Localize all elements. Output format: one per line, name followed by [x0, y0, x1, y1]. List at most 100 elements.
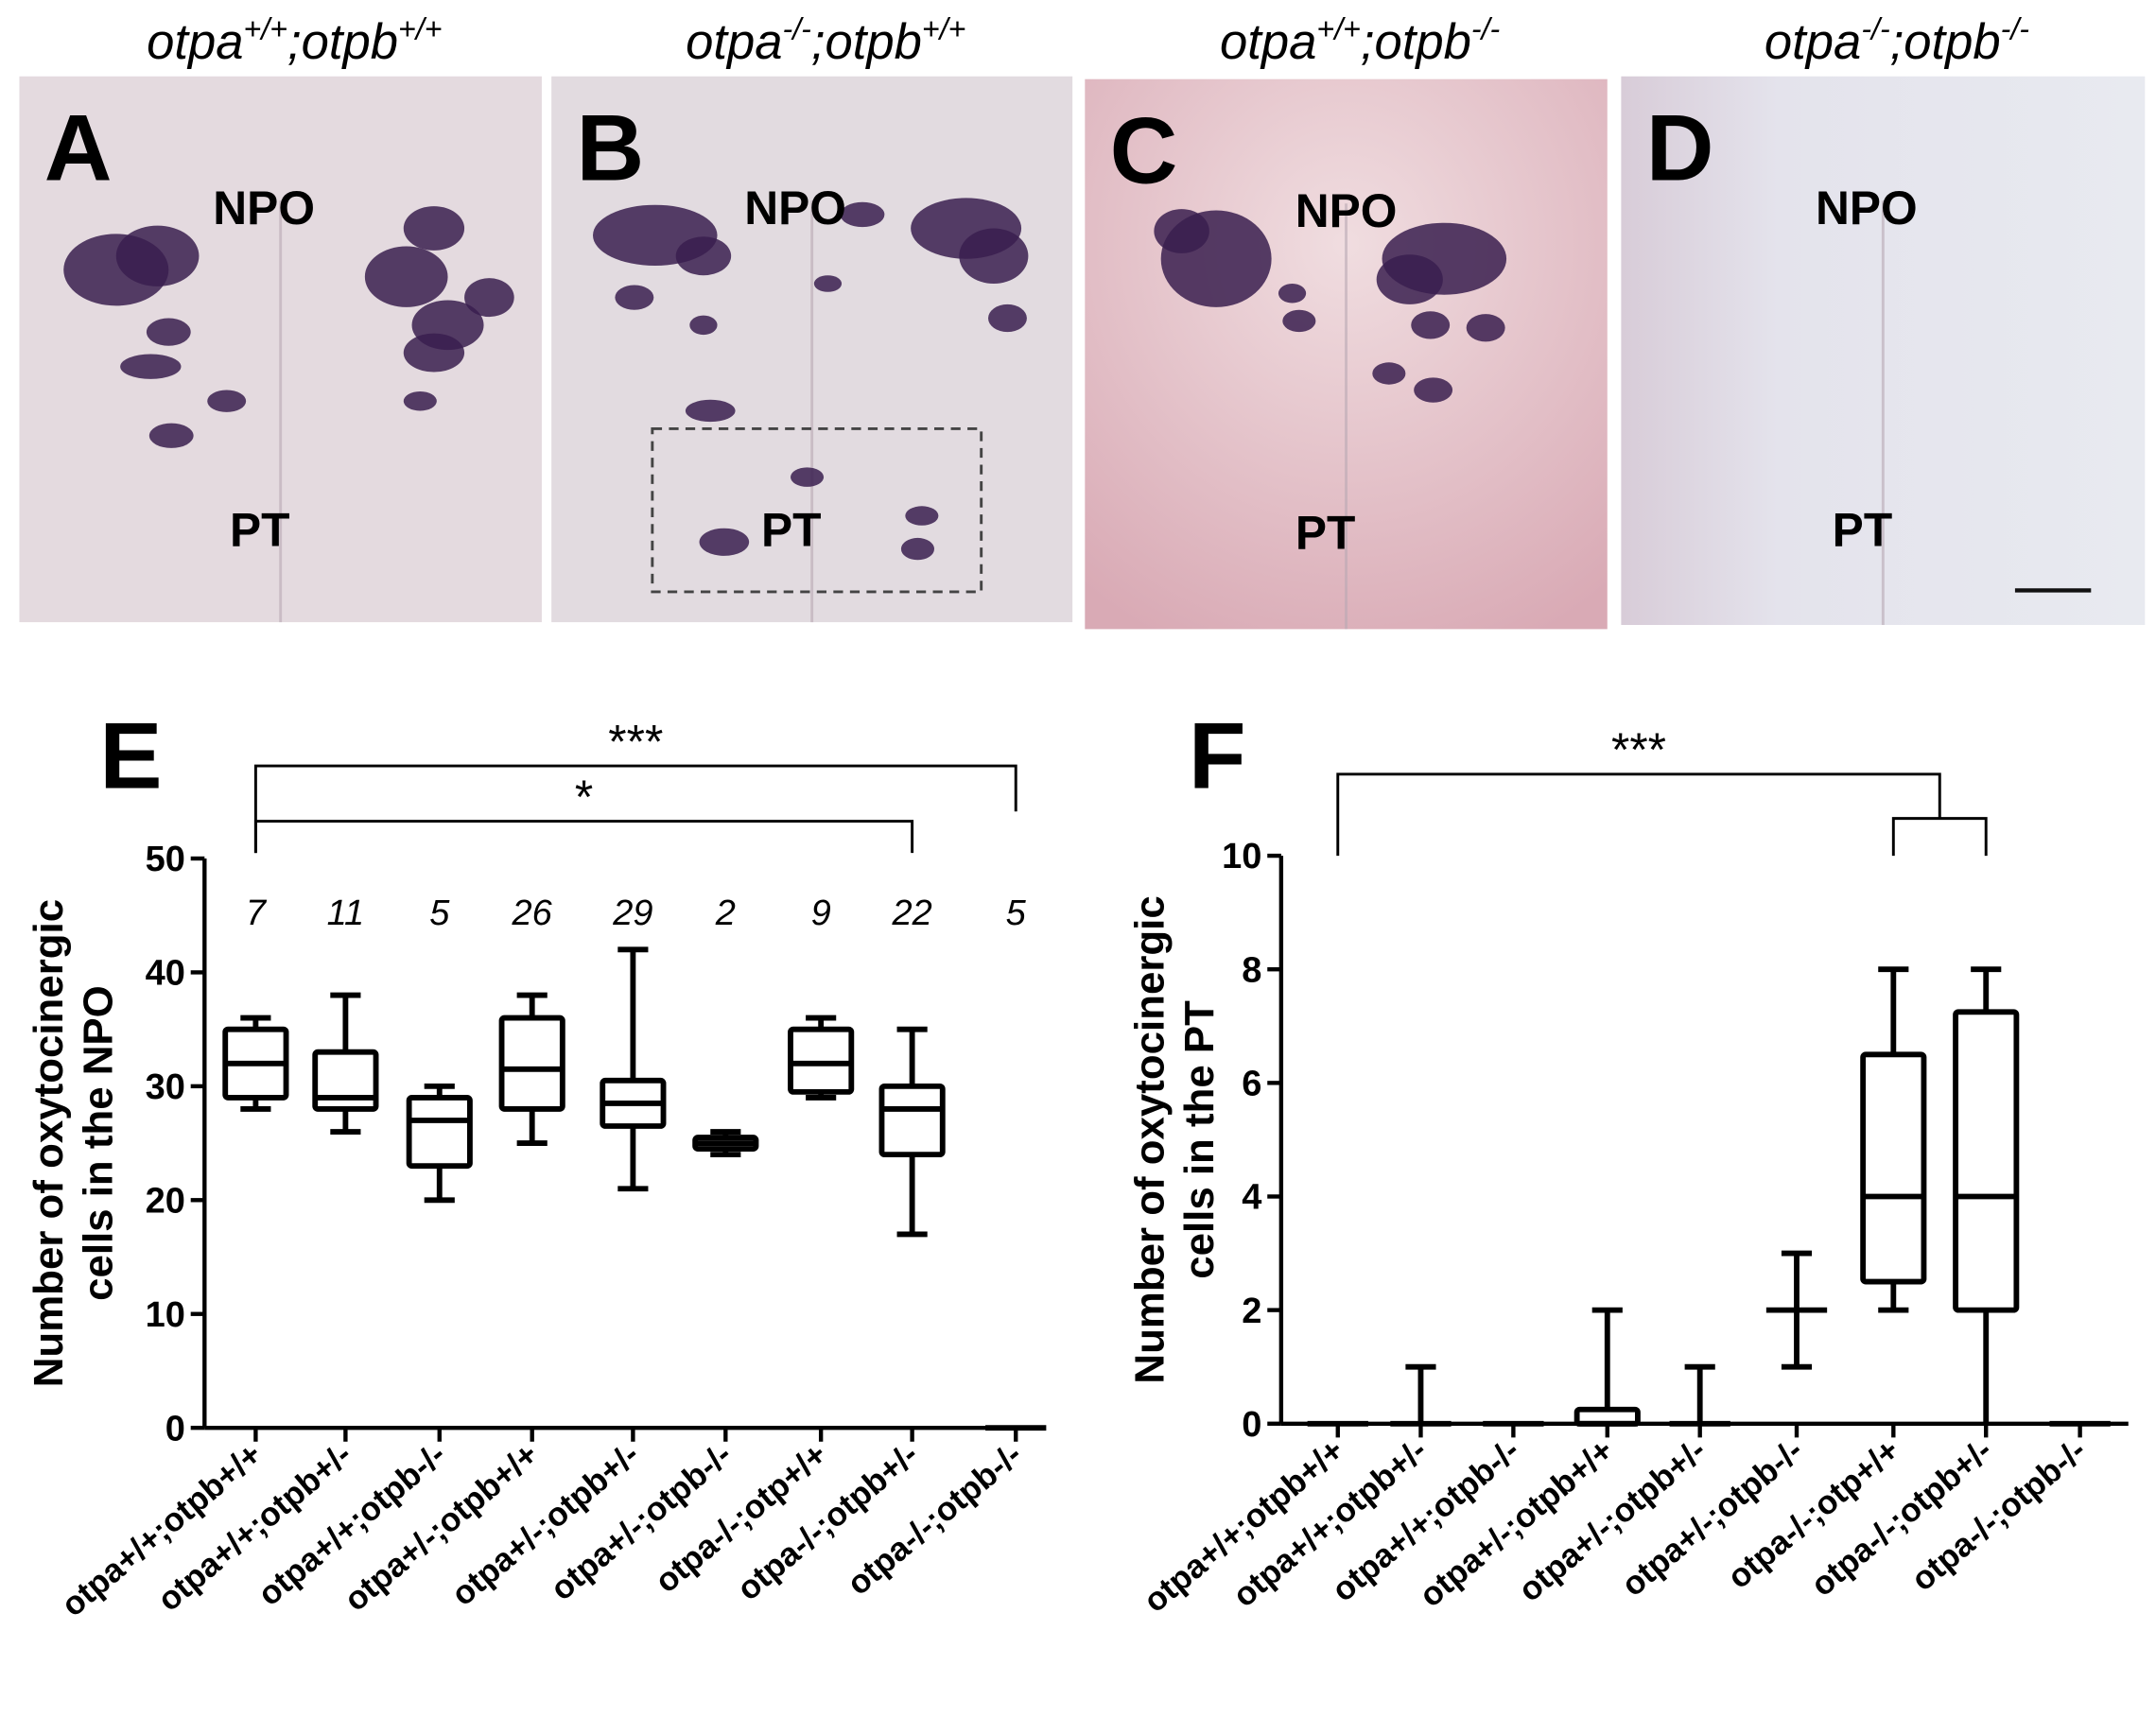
box-8 — [878, 1026, 946, 1238]
sub-bracket — [1891, 817, 1988, 857]
stained-cell — [959, 228, 1029, 284]
panel-letter: B — [576, 95, 644, 200]
stained-cell — [115, 225, 200, 286]
title-superscript: -/- — [1471, 11, 1500, 45]
genotype-title: otpa-/-;otpb+/+ — [686, 11, 965, 69]
box-6 — [1765, 1250, 1828, 1370]
pt-label: PT — [1833, 504, 1893, 557]
iqr-box — [498, 1015, 565, 1112]
box-7 — [1860, 966, 1927, 1313]
stained-cell — [988, 304, 1027, 333]
y-axis-label: Number of oxytocinergic cells in the PT — [1127, 895, 1224, 1383]
box-2 — [1390, 1363, 1452, 1427]
iqr-box — [1953, 1009, 2020, 1313]
stained-cell — [689, 315, 718, 336]
y-tick-label: 40 — [146, 954, 185, 994]
stained-cell — [1414, 377, 1453, 403]
y-label-line2: cells in the NPO — [75, 985, 121, 1301]
title-text: otpa — [1765, 14, 1861, 70]
stained-cell — [813, 275, 843, 292]
stained-cell — [615, 285, 654, 310]
significance-stars: * — [575, 771, 593, 824]
y-tick-label: 4 — [1242, 1178, 1261, 1218]
pt-label: PT — [761, 504, 822, 557]
title-superscript: -/- — [2001, 11, 2029, 45]
stained-cell — [905, 506, 939, 526]
npo-label: NPO — [1816, 182, 1918, 234]
title-text: ;otpb — [287, 14, 398, 70]
stained-cell — [146, 318, 191, 346]
iqr-box — [406, 1094, 473, 1170]
box-6 — [692, 1129, 759, 1158]
stained-cell — [207, 390, 247, 412]
panel-letter: D — [1646, 95, 1714, 200]
y-axis-label: Number of oxytocinergic cells in the NPO — [26, 899, 122, 1387]
title-superscript: +/+ — [922, 11, 965, 45]
npo-label: NPO — [1295, 184, 1398, 237]
significance-stars: *** — [1611, 723, 1666, 776]
significance-bracket — [253, 820, 914, 854]
sample-size-label: 11 — [327, 893, 364, 933]
npo-label: NPO — [744, 182, 846, 234]
title-superscript: -/- — [1861, 11, 1889, 45]
y-tick-label: 6 — [1242, 1065, 1261, 1104]
y-label-line2: cells in the PT — [1176, 1000, 1223, 1279]
stained-cell — [791, 467, 825, 487]
stained-cell — [364, 246, 448, 307]
iqr-box — [1860, 1051, 1927, 1285]
stained-cell — [1411, 311, 1451, 339]
box-2 — [312, 992, 379, 1135]
sample-size-label: 5 — [429, 893, 450, 933]
sample-size-label: 5 — [1006, 893, 1027, 933]
stained-cell — [148, 423, 194, 448]
y-label-line1: Number of oxytocinergic — [26, 899, 72, 1387]
sample-size-label: 2 — [715, 893, 736, 933]
inset-box — [651, 427, 983, 594]
panel-b: B NPO PT otpa-/-;otpb+/+ — [551, 11, 1073, 623]
iqr-box — [312, 1049, 379, 1112]
box-4 — [1574, 1307, 1641, 1427]
stained-cell — [403, 206, 465, 251]
stained-cell — [464, 278, 514, 318]
sample-size-label: 9 — [811, 893, 831, 933]
panel-letter: E — [99, 703, 162, 808]
genotype-title: otpa+/+;otpb+/+ — [147, 11, 442, 69]
sample-size-label: 26 — [512, 893, 553, 933]
pt-label: PT — [230, 504, 290, 557]
stained-cell — [1282, 309, 1316, 333]
y-tick-label: 2 — [1242, 1292, 1261, 1331]
panel-letter: F — [1189, 703, 1246, 808]
title-text: otpa — [686, 14, 782, 70]
y-tick-label: 10 — [1222, 837, 1261, 876]
genotype-title: otpa+/+;otpb-/- — [1220, 11, 1500, 69]
box-5 — [1669, 1363, 1730, 1427]
y-tick-label: 30 — [146, 1067, 185, 1107]
stained-cell — [699, 528, 750, 556]
stained-cell — [840, 201, 885, 228]
title-text: ;otpb — [811, 14, 922, 70]
title-superscript: +/+ — [1316, 11, 1360, 45]
title-text: otpa — [147, 14, 243, 70]
panel-c: C NPO PT otpa+/+;otpb-/- — [1085, 11, 1608, 630]
title-text: ;otpb — [1890, 14, 2001, 70]
box-4 — [498, 992, 565, 1146]
stained-cell — [1278, 284, 1307, 304]
significance-bracket — [1336, 772, 1941, 857]
box-7 — [788, 1015, 855, 1101]
significance-bracket — [253, 764, 1017, 854]
box-3 — [406, 1083, 473, 1204]
y-tick-label: 0 — [1242, 1405, 1261, 1445]
stained-cell — [1376, 254, 1443, 304]
y-tick-label: 8 — [1242, 950, 1261, 990]
pt-label: PT — [1295, 507, 1356, 560]
npo-label: NPO — [213, 182, 315, 234]
significance-stars: *** — [608, 715, 663, 768]
stained-cell — [1372, 362, 1406, 385]
y-label-line1: Number of oxytocinergic — [1127, 895, 1174, 1383]
stained-cell — [120, 354, 182, 379]
title-text: otpa — [1220, 14, 1316, 70]
box-1 — [222, 1015, 289, 1112]
stained-cell — [1466, 314, 1505, 342]
